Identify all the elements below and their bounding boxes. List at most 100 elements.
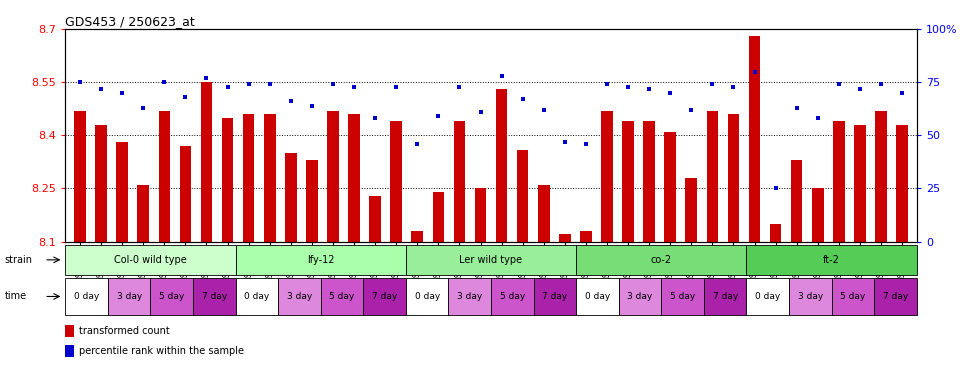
Point bbox=[726, 84, 741, 90]
Bar bbox=[65, 345, 74, 357]
Point bbox=[156, 79, 172, 85]
Bar bbox=[264, 114, 276, 242]
Bar bbox=[158, 111, 170, 242]
Bar bbox=[406, 278, 448, 315]
Point bbox=[536, 107, 551, 113]
Text: 7 day: 7 day bbox=[202, 292, 227, 301]
Point bbox=[789, 105, 804, 111]
Point bbox=[599, 82, 614, 87]
Point bbox=[810, 116, 826, 122]
Bar bbox=[370, 195, 381, 242]
Bar bbox=[534, 278, 576, 315]
Text: 3 day: 3 day bbox=[798, 292, 823, 301]
Point bbox=[220, 84, 235, 90]
Text: 0 day: 0 day bbox=[74, 292, 99, 301]
Bar bbox=[65, 325, 74, 337]
Bar bbox=[448, 278, 492, 315]
Bar bbox=[622, 121, 634, 242]
Bar bbox=[151, 278, 193, 315]
Point bbox=[578, 141, 593, 147]
Bar bbox=[306, 160, 318, 242]
Bar bbox=[833, 121, 845, 242]
Bar bbox=[95, 125, 107, 242]
Point bbox=[304, 103, 320, 109]
Bar bbox=[74, 111, 85, 242]
Text: 7 day: 7 day bbox=[372, 292, 397, 301]
Bar bbox=[65, 245, 235, 274]
Bar bbox=[789, 278, 831, 315]
Text: 3 day: 3 day bbox=[287, 292, 312, 301]
Bar bbox=[576, 278, 619, 315]
Point bbox=[283, 98, 299, 104]
Bar bbox=[601, 111, 612, 242]
Point bbox=[493, 73, 509, 79]
Point bbox=[515, 96, 530, 102]
Bar bbox=[747, 245, 917, 274]
Point bbox=[410, 141, 425, 147]
Bar bbox=[327, 111, 339, 242]
Point bbox=[684, 107, 699, 113]
Bar bbox=[747, 278, 789, 315]
Point bbox=[135, 105, 151, 111]
Point bbox=[768, 186, 783, 191]
Point bbox=[852, 86, 868, 92]
Point bbox=[114, 90, 130, 96]
Bar bbox=[222, 118, 233, 242]
Point bbox=[262, 82, 277, 87]
Point bbox=[452, 84, 468, 90]
Bar bbox=[433, 192, 444, 242]
Point bbox=[895, 90, 910, 96]
Text: 5 day: 5 day bbox=[159, 292, 184, 301]
Bar bbox=[619, 278, 661, 315]
Bar bbox=[412, 231, 423, 242]
Point bbox=[557, 139, 572, 145]
Point bbox=[662, 90, 678, 96]
Point bbox=[241, 82, 256, 87]
Text: 7 day: 7 day bbox=[883, 292, 908, 301]
Bar bbox=[235, 245, 406, 274]
Text: 5 day: 5 day bbox=[500, 292, 525, 301]
Text: 7 day: 7 day bbox=[712, 292, 738, 301]
Bar bbox=[406, 245, 576, 274]
Point bbox=[199, 75, 214, 81]
Bar bbox=[454, 121, 466, 242]
Text: 3 day: 3 day bbox=[457, 292, 482, 301]
Point bbox=[178, 94, 193, 100]
Bar bbox=[278, 278, 321, 315]
Bar bbox=[875, 278, 917, 315]
Bar bbox=[201, 82, 212, 242]
Text: co-2: co-2 bbox=[651, 255, 672, 265]
Point bbox=[93, 86, 108, 92]
Text: 5 day: 5 day bbox=[329, 292, 354, 301]
Bar bbox=[643, 121, 655, 242]
Bar bbox=[492, 278, 534, 315]
Bar bbox=[661, 278, 704, 315]
Bar bbox=[474, 188, 487, 242]
Point bbox=[72, 79, 87, 85]
Text: GDS453 / 250623_at: GDS453 / 250623_at bbox=[65, 15, 195, 28]
Bar bbox=[391, 121, 402, 242]
Point bbox=[641, 86, 657, 92]
Bar bbox=[749, 36, 760, 242]
Bar bbox=[516, 150, 528, 242]
Bar bbox=[876, 111, 887, 242]
Point bbox=[431, 113, 446, 119]
Text: 0 day: 0 day bbox=[756, 292, 780, 301]
Bar bbox=[559, 235, 570, 242]
Point bbox=[874, 82, 889, 87]
Text: percentile rank within the sample: percentile rank within the sample bbox=[79, 346, 244, 356]
Bar bbox=[108, 278, 151, 315]
Bar bbox=[348, 114, 360, 242]
Bar bbox=[854, 125, 866, 242]
Bar bbox=[321, 278, 363, 315]
Text: strain: strain bbox=[5, 255, 33, 265]
Bar bbox=[137, 185, 149, 242]
Point bbox=[705, 82, 720, 87]
Bar bbox=[495, 89, 508, 242]
Point bbox=[368, 116, 383, 122]
Bar bbox=[685, 178, 697, 242]
Text: 0 day: 0 day bbox=[415, 292, 440, 301]
Text: ft-2: ft-2 bbox=[824, 255, 840, 265]
Bar bbox=[707, 111, 718, 242]
Bar bbox=[812, 188, 824, 242]
